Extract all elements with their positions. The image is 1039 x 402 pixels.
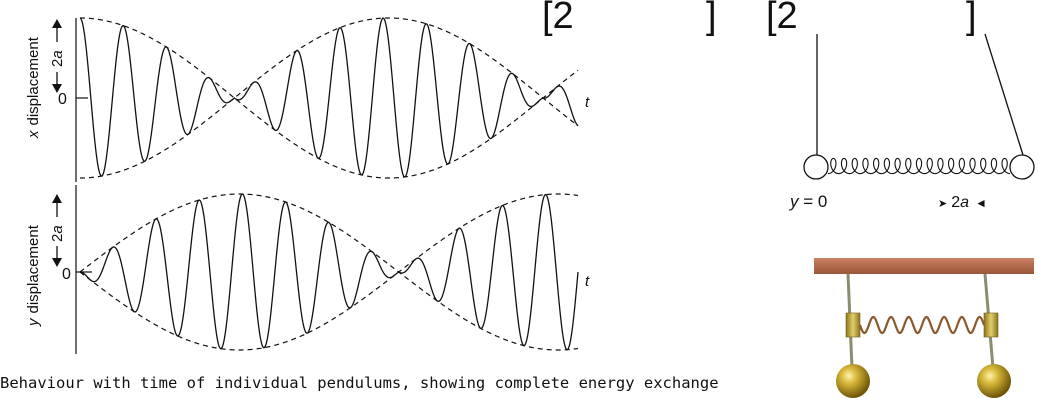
y-displacement-graph: ydisplacement 2a 0 t [25,185,590,354]
y-zero-label: 0 [62,266,71,283]
wooden-support-beam [814,258,1034,274]
left-pendulum-bob [804,155,828,179]
right-pendulum-string [985,34,1023,155]
brass-coupling-spring [860,317,984,333]
bracket-left-open: [2 [542,0,574,37]
bracket-right-close: ] [966,0,977,37]
figure-caption: Behaviour with time of individual pendul… [0,374,719,392]
y-envelope-lower [80,272,578,350]
x-zero-label: 0 [58,91,67,108]
x-oscillation-curve [80,18,578,177]
right-pendulum-bob [1010,155,1034,179]
y-oscillation-curve [80,194,578,350]
x-amplitude-label: 2a [49,50,66,67]
physical-pendulum-illustration [814,258,1034,398]
x-envelope-upper [80,18,578,98]
x-time-label: t [585,94,590,111]
bracket-right-open: [2 [766,0,798,37]
coupled-pendulum-diagram: [2 ] [2 ] y = 0 ➤ 2a ◄ [542,0,1034,211]
right-brass-ball [977,364,1011,398]
x-ylabel: xdisplacement [25,36,42,139]
x-amp-arrowhead-up [52,19,62,28]
y-amp-arrowhead-down [52,258,62,267]
right-bob-label: ➤ 2a ◄ [938,194,987,211]
y-amp-arrowhead-up [52,194,62,203]
coupling-spring [828,158,1010,173]
left-bob-label: y = 0 [789,192,827,211]
x-displacement-graph: xdisplacement 2a 0 t [25,18,590,182]
y-ylabel: ydisplacement [25,224,42,327]
y-time-label: t [585,273,590,290]
left-brass-ball [836,364,870,398]
bracket-left-close: ] [706,0,717,37]
left-spring-clamp [846,313,860,337]
y-amplitude-label: 2a [49,225,66,242]
right-spring-clamp [984,313,998,337]
